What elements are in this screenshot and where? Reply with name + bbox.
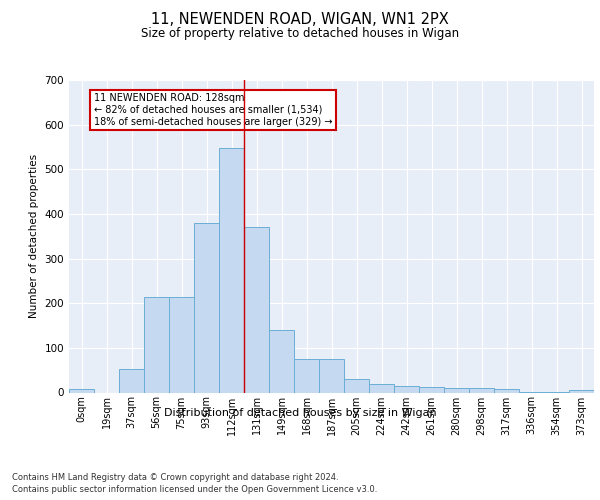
Bar	[469, 388, 494, 392]
Bar	[444, 388, 469, 392]
Text: 11 NEWENDEN ROAD: 128sqm
← 82% of detached houses are smaller (1,534)
18% of sem: 11 NEWENDEN ROAD: 128sqm ← 82% of detach…	[94, 94, 332, 126]
Bar	[394, 386, 419, 392]
Y-axis label: Number of detached properties: Number of detached properties	[29, 154, 39, 318]
Bar	[219, 148, 244, 392]
Bar	[344, 379, 369, 392]
Text: 11, NEWENDEN ROAD, WIGAN, WN1 2PX: 11, NEWENDEN ROAD, WIGAN, WN1 2PX	[151, 12, 449, 28]
Bar	[119, 370, 144, 392]
Bar	[494, 389, 519, 392]
Bar	[569, 390, 594, 392]
Bar	[244, 228, 269, 392]
Bar	[319, 359, 344, 392]
Text: Distribution of detached houses by size in Wigan: Distribution of detached houses by size …	[164, 408, 436, 418]
Text: Contains HM Land Registry data © Crown copyright and database right 2024.: Contains HM Land Registry data © Crown c…	[12, 472, 338, 482]
Text: Contains public sector information licensed under the Open Government Licence v3: Contains public sector information licen…	[12, 485, 377, 494]
Bar	[169, 298, 194, 392]
Bar	[69, 390, 94, 392]
Bar	[369, 384, 394, 392]
Bar	[144, 298, 169, 392]
Bar	[294, 359, 319, 392]
Bar	[194, 223, 219, 392]
Bar	[419, 387, 444, 392]
Bar	[269, 330, 294, 392]
Text: Size of property relative to detached houses in Wigan: Size of property relative to detached ho…	[141, 28, 459, 40]
